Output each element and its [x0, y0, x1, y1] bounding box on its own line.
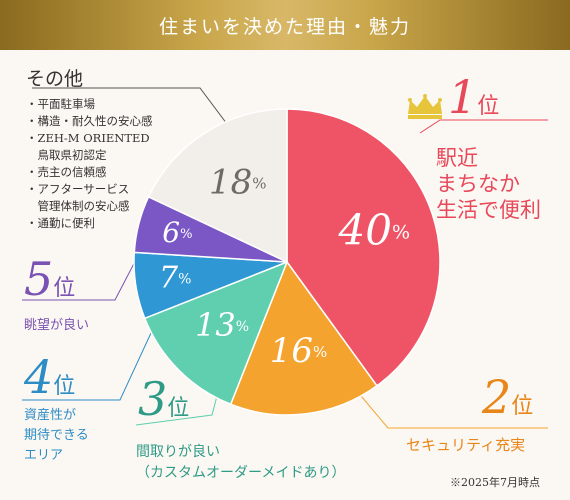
pie-value-label: 6%: [162, 215, 192, 248]
rank2-label: セキュリティ充実: [406, 434, 525, 455]
leader-line-rank2: [355, 389, 548, 429]
pie-value-labels: 40% 16% 13%7% 6% 18%: [159, 162, 410, 371]
leader-lines: [22, 87, 548, 429]
rank5-suffix: 位: [53, 276, 76, 301]
other-list-item: 鳥取県初認定: [26, 148, 107, 162]
rank5-label: 眺望が良い: [24, 314, 89, 333]
other-list-item: 管理体制の安心感: [26, 199, 130, 213]
pie-slice: [143, 260, 289, 406]
rank3-label: 間取りが良い （カスタムオーダーメイドあり）: [136, 442, 345, 484]
rank1-label: 駅近 まちなか 生活で便利: [436, 145, 566, 223]
rank4-number: 4: [24, 350, 54, 404]
leader-line-rank5: [22, 249, 142, 301]
pie-value-label: 7%: [159, 261, 191, 296]
chart-header: 住まいを決めた理由・魅力: [0, 0, 570, 50]
rank1-label-line: まちなか: [436, 172, 520, 196]
rank5-number: 5: [24, 252, 54, 306]
rank1-number: 1: [448, 70, 478, 124]
rank2-suffix: 位: [511, 394, 534, 419]
rank1-heading: 1位: [448, 74, 499, 120]
rank1-label-line: 駅近: [436, 146, 478, 170]
pie-slices: [133, 108, 441, 416]
leader-line-rank1: [419, 119, 548, 134]
other-list-item: ・売主の信頼感: [26, 165, 107, 179]
leader-line-rank4: [22, 319, 158, 401]
pie-value-label: 40%: [338, 206, 411, 255]
rank3-label-line: （カスタムオーダーメイドあり）: [136, 465, 346, 481]
pie-slice: [229, 260, 378, 416]
date-note: ※2025年7月時点: [450, 476, 540, 489]
pie-chart: 40% 16% 13%7% 6% 18%: [22, 87, 548, 429]
leader-line-other: [32, 87, 231, 129]
pie-value-label: 16%: [270, 331, 328, 371]
rank4-heading: 4位: [24, 354, 75, 400]
pie-value-label: 13%: [195, 305, 249, 343]
pie-slice: [286, 108, 441, 387]
other-list-item: ・通勤に便利: [26, 216, 95, 230]
rank4-label-line: エリア: [24, 448, 64, 463]
other-list-item: ・アフターサービス: [26, 182, 130, 196]
rank3-number: 3: [138, 372, 168, 426]
other-list-item: ・平面駐車場: [26, 97, 95, 111]
crown-icon: [408, 94, 442, 119]
other-title: その他: [26, 68, 84, 90]
rank3-heading: 3位: [138, 376, 189, 422]
rank4-label-line: 期待できる: [24, 428, 89, 443]
other-list: ・平面駐車場 ・構造・耐久性の安心感 ・ZEH-M ORIENTED 鳥取県初認…: [26, 96, 153, 232]
other-list-item: ・構造・耐久性の安心感: [26, 114, 153, 128]
rank1-suffix: 位: [477, 94, 500, 119]
rank4-label: 資産性が 期待できる エリア: [24, 406, 89, 466]
rank5-label-line: 眺望が良い: [24, 318, 90, 333]
rank3-suffix: 位: [167, 396, 190, 421]
other-list-item: ・ZEH-M ORIENTED: [26, 131, 150, 145]
leader-line-rank3: [135, 391, 219, 426]
rank5-heading: 5位: [24, 256, 75, 302]
pie-slice: [147, 108, 288, 264]
rank2-number: 2: [482, 370, 512, 424]
rank4-label-line: 資産性が: [24, 408, 77, 423]
rank1-label-line: 生活で便利: [436, 198, 541, 222]
rank3-label-line: 間取りが良い: [136, 444, 220, 460]
rank2-heading: 2位: [482, 374, 533, 420]
chart-title: 住まいを決めた理由・魅力: [158, 15, 411, 38]
rank2-label-line: セキュリティ充実: [406, 436, 526, 454]
rank4-suffix: 位: [53, 374, 76, 399]
pie-value-label: 18%: [209, 162, 267, 202]
